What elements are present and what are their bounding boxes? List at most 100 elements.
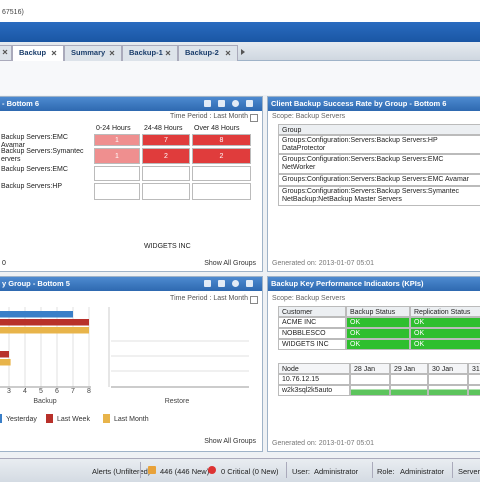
panel: Client Backup Success Rate by Group - Bo… bbox=[267, 96, 480, 272]
panel-icon[interactable] bbox=[232, 100, 239, 107]
node-status bbox=[468, 385, 480, 396]
node-status bbox=[428, 385, 468, 396]
column-header: Node bbox=[278, 363, 350, 374]
node-status bbox=[428, 374, 468, 385]
column-header: Customer bbox=[278, 306, 346, 317]
heat-cell bbox=[142, 183, 190, 200]
status-user-label: User: bbox=[292, 467, 310, 476]
status-cell: OK bbox=[346, 339, 410, 350]
tab[interactable]: Summary bbox=[64, 45, 122, 61]
group-row: Groups:Configuration:Servers:Backup Serv… bbox=[278, 154, 480, 174]
close-glyph bbox=[225, 50, 231, 56]
panel-icon[interactable] bbox=[204, 280, 211, 287]
settings-icon[interactable] bbox=[250, 114, 258, 122]
tab[interactable]: Backup-2 bbox=[178, 45, 238, 61]
group-row: Groups:Configuration:Servers:Backup Serv… bbox=[278, 186, 480, 206]
time-period: Time Period : Last Month bbox=[170, 295, 248, 302]
close-glyph bbox=[2, 49, 8, 55]
banner bbox=[0, 22, 480, 42]
tab[interactable]: Backup-1 bbox=[122, 45, 178, 61]
column-header: 0-24 Hours bbox=[96, 125, 131, 132]
panel-icon[interactable] bbox=[218, 280, 225, 287]
tab-label: Backup-2 bbox=[185, 48, 219, 57]
status-alerts: 446 (446 New) bbox=[160, 467, 210, 476]
panel: y Group - Bottom 5 Time Period : Last Mon… bbox=[0, 276, 263, 452]
status-critical: 0 Critical (0 New) bbox=[221, 467, 279, 476]
bar bbox=[0, 319, 89, 326]
close-icon[interactable] bbox=[51, 50, 57, 56]
status-cell: OK bbox=[410, 339, 480, 350]
panel: - Bottom 6 Time Period : Last Month 0-24 H… bbox=[0, 96, 263, 272]
status-user: Administrator bbox=[314, 467, 359, 476]
group-row: Groups:Configuration:Servers:Backup Serv… bbox=[278, 135, 480, 154]
node-status bbox=[350, 374, 390, 385]
panel-header: y Group - Bottom 5 bbox=[0, 277, 262, 291]
node-cell: w2k3sql2k5auto bbox=[278, 385, 350, 396]
panel-icon[interactable] bbox=[246, 280, 253, 287]
customer-cell: WIDGETS INC bbox=[278, 339, 346, 350]
heat-cell bbox=[94, 166, 140, 181]
column-header: 31 bbox=[468, 363, 480, 374]
status-separator bbox=[140, 462, 141, 478]
panel-icon[interactable] bbox=[246, 100, 253, 107]
arrow-glyph bbox=[241, 49, 245, 55]
show-all-link[interactable]: Show All Groups bbox=[204, 438, 256, 445]
column-header: 30 Jan bbox=[428, 363, 468, 374]
close-icon[interactable] bbox=[109, 50, 115, 56]
status-role: Administrator bbox=[400, 467, 445, 476]
status-alerts-label: Alerts (Unfiltered): bbox=[92, 467, 153, 476]
generated-on: Generated on: 2013-01-07 05:01 bbox=[272, 440, 374, 447]
tab-label: Backup bbox=[19, 48, 47, 57]
scope: Scope: Backup Servers bbox=[272, 113, 346, 120]
close-icon[interactable] bbox=[165, 50, 171, 56]
customer-cell: NOBBLESCO bbox=[278, 328, 346, 339]
node-cell: 10.76.12.15 bbox=[278, 374, 350, 385]
x-tick-label: 4 bbox=[23, 388, 27, 395]
panel-icon[interactable] bbox=[204, 100, 211, 107]
footer-value: 0 bbox=[2, 260, 6, 267]
bar bbox=[0, 311, 73, 318]
status-icon bbox=[208, 466, 216, 474]
heat-cell bbox=[94, 183, 140, 200]
status-server-label: Server bbox=[458, 467, 480, 476]
column-header: Over 48 Hours bbox=[194, 125, 240, 132]
status-icon bbox=[148, 466, 156, 474]
toolbar-area bbox=[0, 61, 480, 95]
legend-swatch bbox=[103, 414, 110, 423]
status-bar bbox=[0, 458, 480, 482]
x-tick-label: 7 bbox=[71, 388, 75, 395]
node-status bbox=[390, 374, 428, 385]
status-cell: OK bbox=[410, 328, 480, 339]
title-strip bbox=[0, 0, 480, 22]
customer-cell: ACME INC bbox=[278, 317, 346, 328]
tab[interactable]: Backup bbox=[12, 45, 64, 61]
panel-header: Client Backup Success Rate by Group - Bo… bbox=[268, 97, 480, 111]
heat-cell: 7 bbox=[142, 134, 190, 146]
x-tick-label: 8 bbox=[87, 388, 91, 395]
column-header: Group bbox=[278, 124, 480, 135]
chart: 3 4 5 6 7 8 Backup Restore Yesterday Last Week Las… bbox=[0, 307, 249, 423]
window-title: 67516) bbox=[2, 9, 24, 16]
settings-icon[interactable] bbox=[250, 296, 258, 304]
axis-label: Backup bbox=[33, 398, 56, 405]
status-role-label: Role: bbox=[377, 467, 395, 476]
legend-swatch bbox=[0, 414, 2, 423]
x-tick-label: 6 bbox=[55, 388, 59, 395]
heat-cell: 2 bbox=[142, 148, 190, 164]
close-icon[interactable] bbox=[2, 49, 8, 55]
show-all-link[interactable]: Show All Groups bbox=[204, 260, 256, 267]
bar bbox=[0, 359, 11, 366]
close-icon[interactable] bbox=[225, 50, 231, 56]
legend-label: Last Month bbox=[114, 416, 149, 423]
panel-icon[interactable] bbox=[218, 100, 225, 107]
column-header: 24-48 Hours bbox=[144, 125, 183, 132]
panel-icon[interactable] bbox=[232, 280, 239, 287]
column-header: 28 Jan bbox=[350, 363, 390, 374]
panel-header: Backup Key Performance Indicators (KPIs) bbox=[268, 277, 480, 291]
row-label: Backup Servers:Symantec ervers bbox=[1, 148, 84, 163]
status-cell: OK bbox=[410, 317, 480, 328]
tab-scroll[interactable] bbox=[240, 49, 246, 55]
tab-label: Summary bbox=[71, 48, 106, 57]
heat-cell: 2 bbox=[192, 148, 251, 164]
row-label: Backup Servers:HP bbox=[1, 183, 63, 190]
